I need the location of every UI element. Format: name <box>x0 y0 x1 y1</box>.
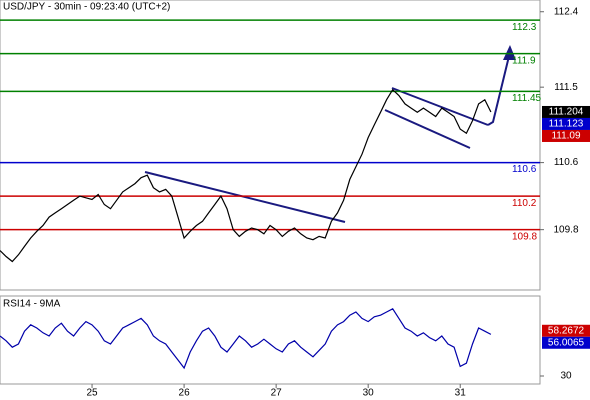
channel-line <box>391 87 489 126</box>
price-tag-label: 111.09 <box>551 131 581 142</box>
series-line <box>0 308 492 370</box>
price-tag-label: 111.204 <box>549 107 584 118</box>
level-label: 111.45 <box>512 93 542 104</box>
x-tick-label: 26 <box>179 388 191 399</box>
x-tick-label: 25 <box>86 388 98 399</box>
level-label: 111.9 <box>512 55 536 66</box>
price-tag <box>542 336 590 349</box>
y-tick-label: 30 <box>560 371 572 382</box>
y-tick-label: 112.4 <box>554 6 579 17</box>
chart-title: USD/JPY - 30min - 09:23:40 (UTC+2) <box>3 2 170 13</box>
rsi-title: RSI14 - 9MA <box>3 299 61 310</box>
level-label: 110.2 <box>512 198 537 209</box>
price-tag <box>542 324 590 337</box>
y-tick-label: 111.5 <box>554 82 578 93</box>
x-tick-label: 31 <box>455 388 467 399</box>
rsi-panel <box>0 295 541 385</box>
y-tick-label: 109.8 <box>553 224 578 235</box>
price-tag-label: 58.2672 <box>548 325 585 336</box>
forecast-arrow <box>487 51 511 126</box>
trend-line <box>144 171 346 223</box>
y-tick-label: 110.6 <box>554 157 579 168</box>
price-tag <box>542 117 590 130</box>
level-label: 109.8 <box>512 231 537 242</box>
price-panel <box>0 0 541 291</box>
x-tick-label: 27 <box>271 388 283 399</box>
series-line <box>0 88 492 263</box>
level-label: 112.3 <box>512 22 537 33</box>
arrow-head <box>503 45 516 60</box>
price-tag-label: 56.0065 <box>548 337 585 348</box>
channel-line <box>384 109 471 149</box>
price-tag-label: 111.123 <box>549 119 584 130</box>
price-tag <box>542 105 590 118</box>
level-label: 110.6 <box>512 164 537 175</box>
price-tag <box>542 129 590 142</box>
x-tick-label: 30 <box>363 388 375 399</box>
